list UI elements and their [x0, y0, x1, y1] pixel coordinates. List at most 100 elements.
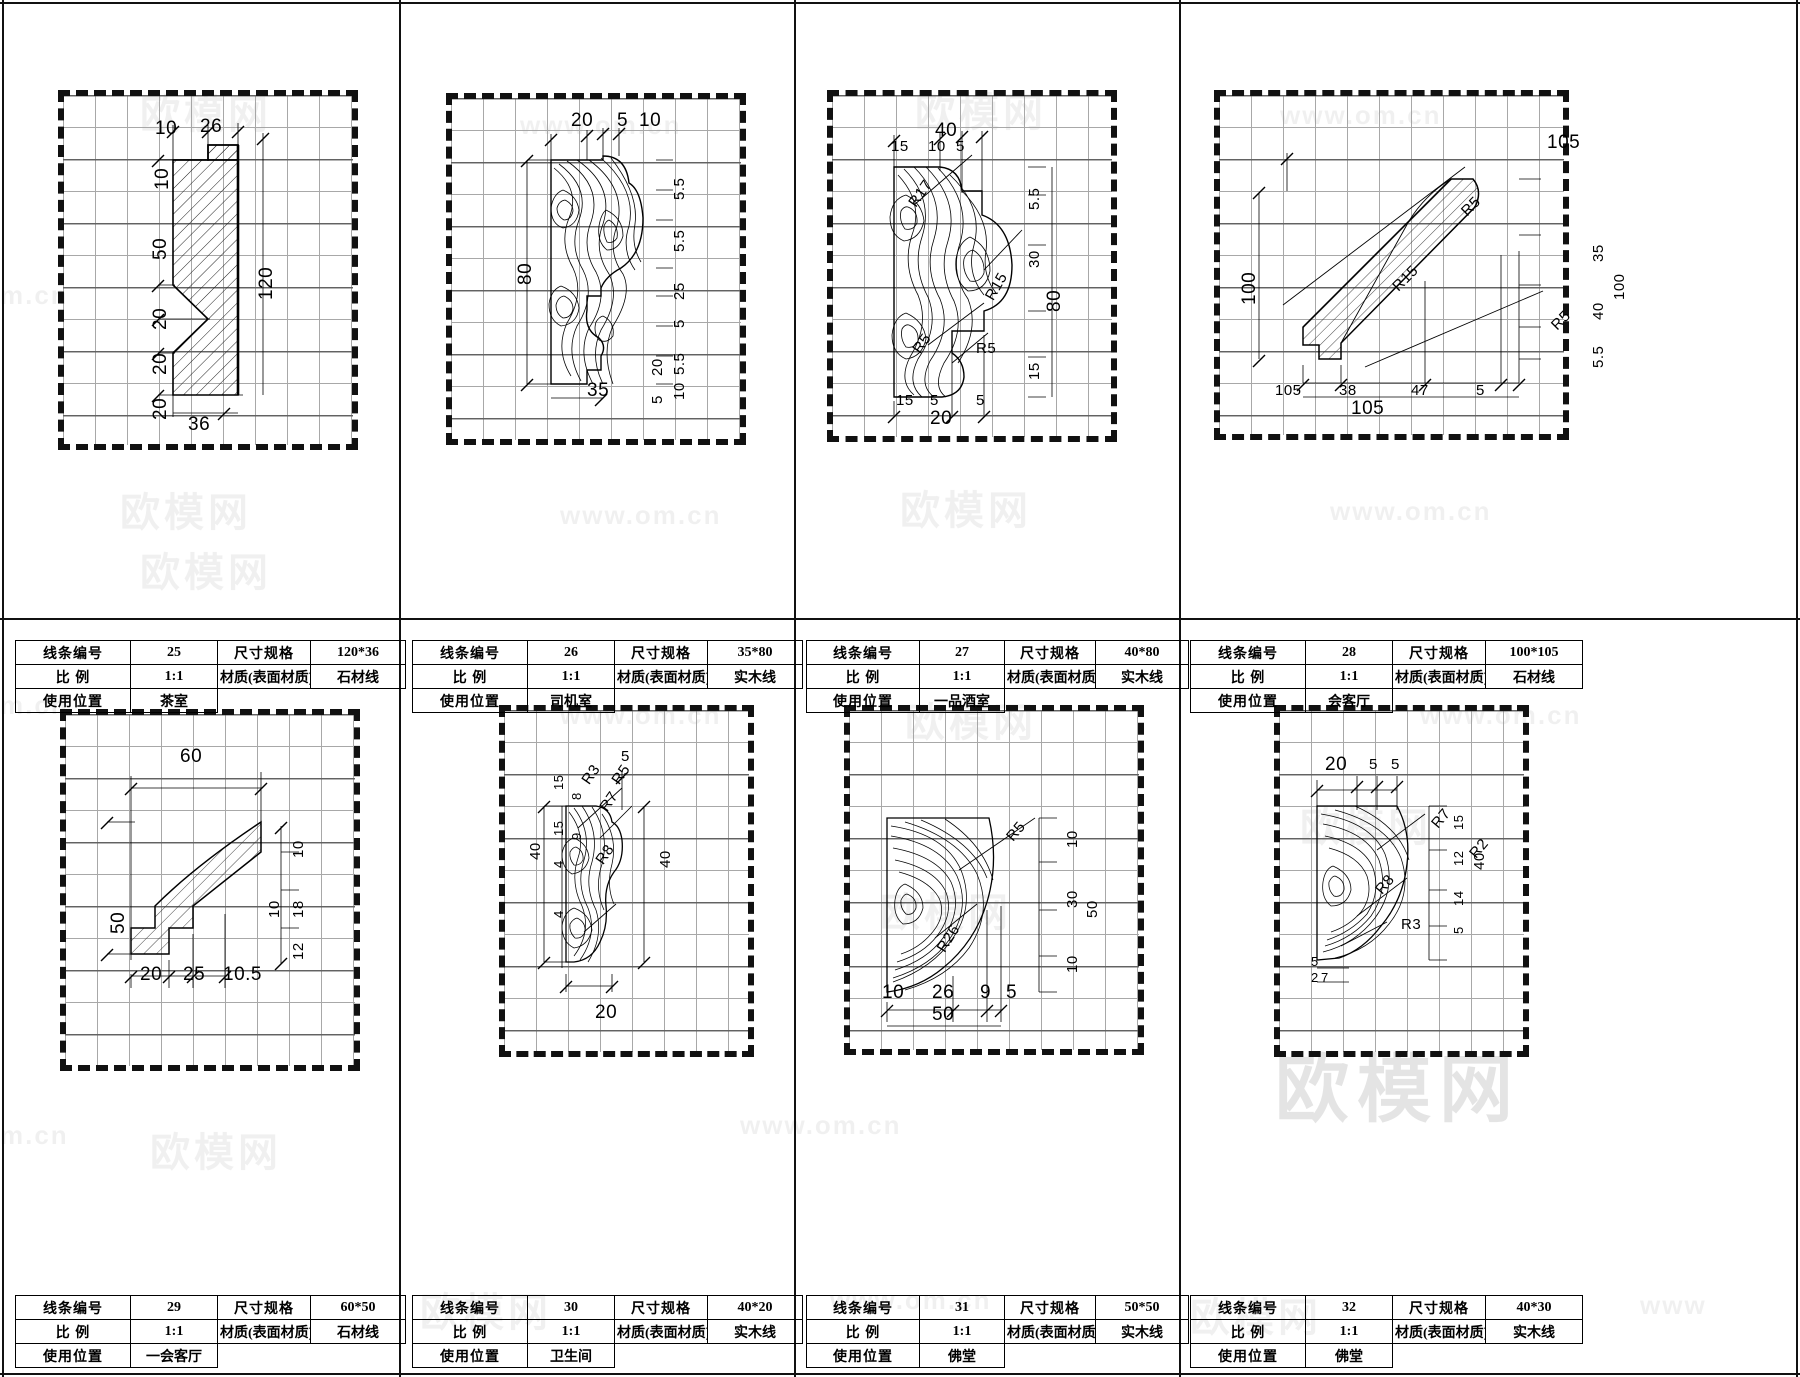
profile-drawing-31	[880, 817, 1057, 1027]
table-row: 比 例 1:1 材质(表面材质) 石材线	[15, 664, 406, 689]
detail-cell-30: 5 R3 R5 R7 R8 4 15 8 40 40 15 9 4 20	[399, 618, 794, 1377]
dim-label: 5	[1311, 954, 1319, 969]
dim-label: 4	[551, 860, 566, 868]
dim-label: 5	[1476, 382, 1485, 399]
dim-label: 20	[595, 1002, 618, 1023]
label-location: 使用位置	[412, 688, 528, 713]
table-row: 比 例 1:1 材质(表面材质) 实木线	[412, 664, 803, 689]
label-material: 材质(表面材质)	[217, 1319, 311, 1344]
spec-table-25: 线条编号 25 尺寸规格 120*36 比 例 1:1 材质(表面材质) 石材线…	[15, 640, 406, 713]
value-number: 30	[527, 1295, 615, 1320]
grid-dashed-border	[827, 90, 1117, 442]
dim-label: 40	[935, 120, 958, 141]
value-scale: 1:1	[919, 1319, 1005, 1344]
dim-label: 2	[1311, 970, 1319, 985]
table-row: 比 例 1:1 材质(表面材质) 实木线	[1190, 1319, 1583, 1344]
value-scale: 1:1	[919, 664, 1005, 689]
detail-cell-25: 10 26 10 50 120 20 20 20 36	[0, 0, 399, 618]
dim-label: 38	[1339, 382, 1357, 399]
grid-major-lines	[849, 710, 1139, 1050]
table-row: 使用位置 佛堂	[1190, 1343, 1583, 1368]
label-material: 材质(表面材质)	[614, 1319, 708, 1344]
spec-table-26: 线条编号 26 尺寸规格 35*80 比 例 1:1 材质(表面材质) 实木线 …	[412, 640, 803, 713]
table-row: 比 例 1:1 材质(表面材质) 实木线	[806, 664, 1189, 689]
detail-cell-27: 40 15 10 5 R17 R15 R5 R5 5.5 30 80 15 15…	[794, 0, 1179, 618]
dim-label: 10	[155, 118, 178, 139]
label-number: 线条编号	[15, 640, 131, 665]
dim-label: 5	[621, 748, 630, 765]
label-material: 材质(表面材质)	[1392, 664, 1486, 689]
label-number: 线条编号	[806, 640, 920, 665]
label-material: 材质(表面材质)	[1004, 1319, 1096, 1344]
dim-label: 10	[882, 982, 905, 1003]
spec-table-30: 线条编号 30 尺寸规格 40*20 比 例 1:1 材质(表面材质) 实木线 …	[412, 1295, 803, 1368]
dim-label: 15	[891, 138, 909, 155]
dim-label: 5.5	[1026, 187, 1043, 210]
grid-dashed-border	[446, 93, 746, 445]
dim-label: 5	[649, 395, 666, 404]
col-sep-3-bot	[1179, 620, 1181, 1377]
value-material: 实木线	[1095, 664, 1189, 689]
value-size: 35*80	[707, 640, 803, 665]
dim-label: 105	[1351, 398, 1385, 419]
label-number: 线条编号	[1190, 1295, 1306, 1320]
spacer-cell	[1095, 1343, 1189, 1368]
dim-label: 5	[1391, 756, 1400, 773]
value-scale: 1:1	[527, 664, 615, 689]
label-scale: 比 例	[15, 1319, 131, 1344]
value-number: 28	[1305, 640, 1393, 665]
dim-label: 20	[571, 110, 594, 131]
sheet-border-bottom	[0, 1373, 1800, 1375]
dim-label: 100	[1239, 271, 1260, 305]
value-size: 40*20	[707, 1295, 803, 1320]
label-scale: 比 例	[412, 1319, 528, 1344]
value-material: 实木线	[1095, 1319, 1189, 1344]
value-location: 一会客厅	[130, 1343, 218, 1368]
dim-label: 20	[150, 352, 171, 375]
label-number: 线条编号	[1190, 640, 1306, 665]
profile-drawing-30	[537, 771, 651, 994]
sheet-border-right	[1796, 0, 1798, 1377]
label-size: 尺寸规格	[1392, 1295, 1486, 1320]
dim-label: 9	[980, 982, 992, 1003]
spec-table-28: 线条编号 28 尺寸规格 100*105 比 例 1:1 材质(表面材质) 石材…	[1190, 640, 1583, 713]
table-row: 线条编号 26 尺寸规格 35*80	[412, 640, 803, 665]
value-size: 40*80	[1095, 640, 1189, 665]
profile-drawing-29	[100, 772, 299, 988]
profile-drawing-27	[887, 130, 1053, 424]
dim-label: 10	[266, 900, 283, 918]
label-scale: 比 例	[806, 1319, 920, 1344]
value-location: 茶室	[130, 688, 218, 713]
dim-label: 5.5	[1590, 345, 1607, 368]
label-size: 尺寸规格	[614, 640, 708, 665]
dim-label: 15	[551, 774, 566, 790]
dim-label: 10	[671, 382, 688, 400]
profile-drawing-25	[151, 123, 270, 421]
spec-table-31: 线条编号 31 尺寸规格 50*50 比 例 1:1 材质(表面材质) 实木线 …	[806, 1295, 1189, 1368]
label-scale: 比 例	[1190, 664, 1306, 689]
dim-label: 5	[976, 392, 985, 409]
table-row: 使用位置 一会客厅	[15, 1343, 406, 1368]
dim-label: 8	[569, 792, 584, 800]
dim-label: 10	[639, 110, 662, 131]
dim-label: 105	[1275, 382, 1302, 399]
grid-paper-32	[1274, 705, 1529, 1057]
label-location: 使用位置	[1190, 1343, 1306, 1368]
value-material: 石材线	[1485, 664, 1583, 689]
dim-label: 50	[150, 237, 171, 260]
dim-label: 36	[188, 414, 211, 435]
spacer-cell	[707, 688, 803, 713]
dim-label: 5	[930, 392, 939, 409]
detail-cell-28: 105 100 R5 R5 R15 35 40 5.5 100 105 38 4…	[1179, 0, 1800, 618]
dim-label: 12	[1451, 850, 1466, 866]
dim-label: 9	[569, 832, 584, 840]
table-row: 使用位置 一品酒室	[806, 688, 1189, 713]
dim-label: 30	[1026, 250, 1043, 268]
label-size: 尺寸规格	[217, 640, 311, 665]
table-row: 使用位置 佛堂	[806, 1343, 1189, 1368]
spacer-cell	[310, 688, 406, 713]
dim-label: 26	[932, 982, 955, 1003]
dim-label: 40	[1590, 302, 1607, 320]
dim-label: 100	[1611, 273, 1628, 300]
label-number: 线条编号	[806, 1295, 920, 1320]
